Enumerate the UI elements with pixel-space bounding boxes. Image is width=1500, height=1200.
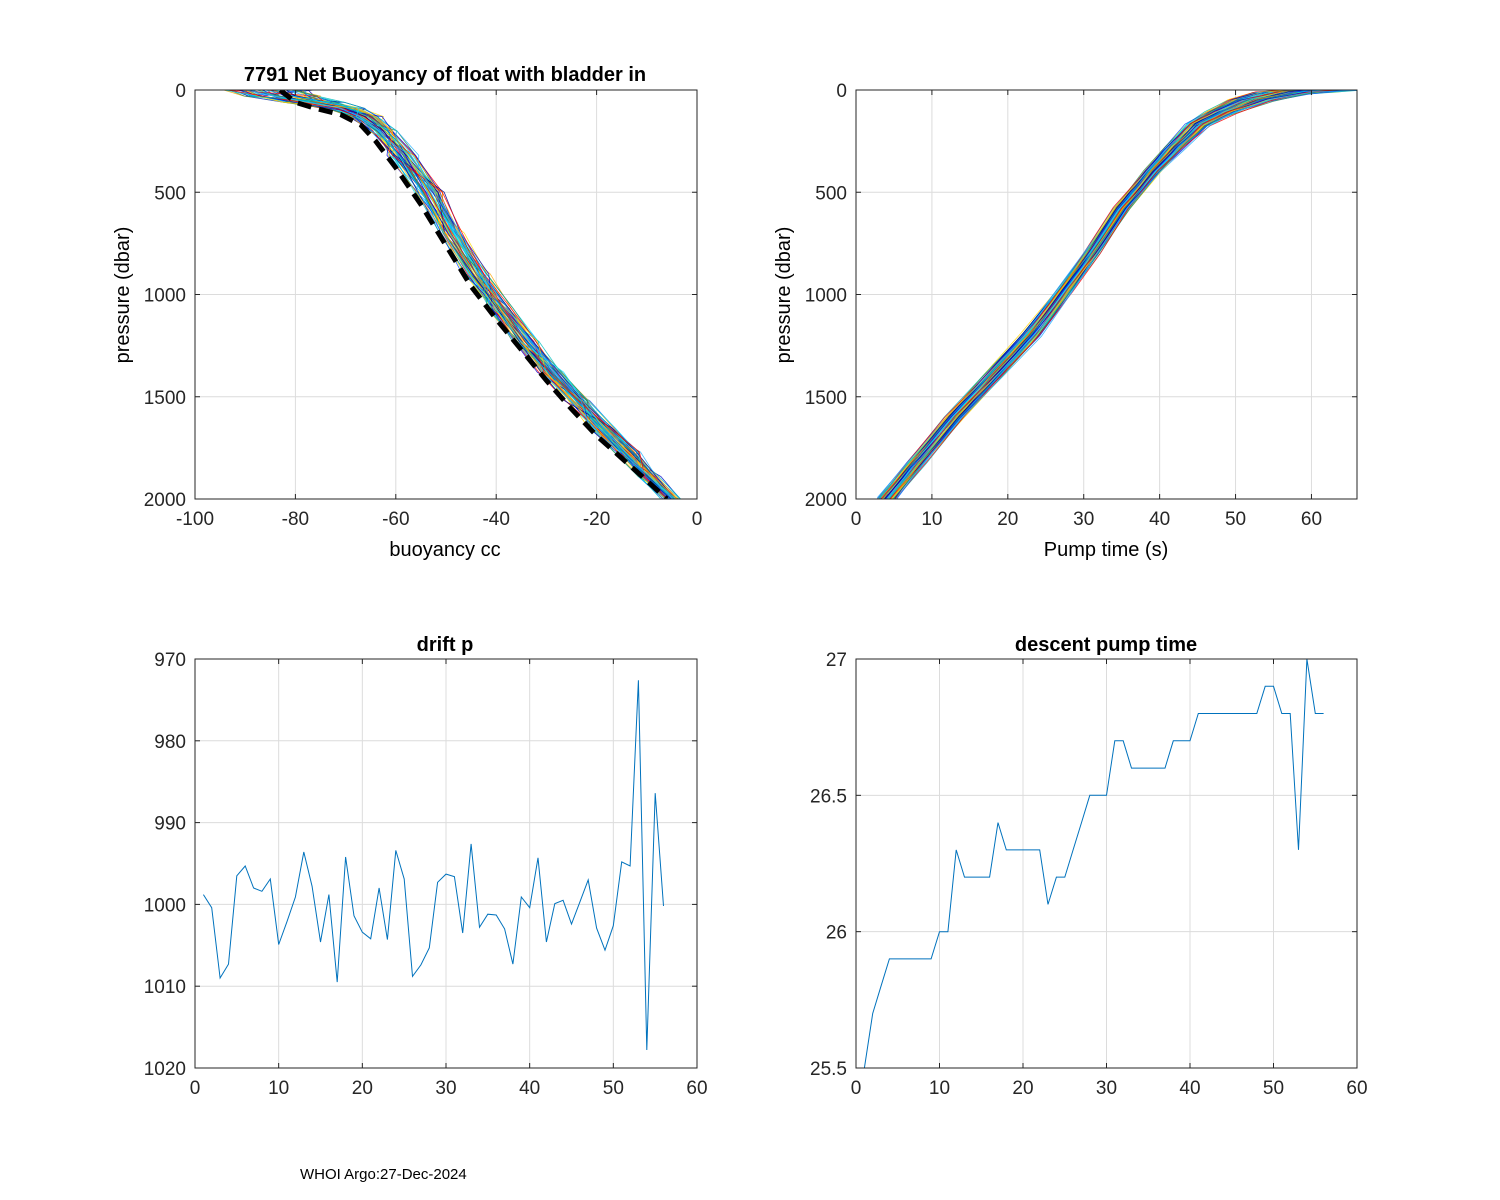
y-tick-label: 1000 <box>144 895 186 916</box>
series-line <box>202 680 664 1051</box>
y-tick-label: 980 <box>154 732 186 753</box>
mean-profile-line <box>278 90 669 499</box>
y-tick-label: 500 <box>154 183 186 204</box>
y-tick-label: 2000 <box>805 490 847 511</box>
y-tick-label: 500 <box>815 183 847 204</box>
x-tick-label: 0 <box>190 1078 201 1099</box>
x-tick-label: 10 <box>268 1078 289 1099</box>
y-tick-label: 0 <box>175 81 186 102</box>
plot-content <box>223 90 682 499</box>
footer-credit: WHOI Argo:27-Dec-2024 <box>300 1166 467 1183</box>
x-tick-label: 20 <box>1012 1078 1033 1099</box>
x-tick-label: 60 <box>1346 1078 1367 1099</box>
descent-pump-time-panel: descent pump time 0 10 20 30 40 50 60 25.5 26 26.… <box>810 634 1368 1099</box>
y-tick-label: 990 <box>154 814 186 835</box>
x-tick-label: 20 <box>997 509 1018 530</box>
y-tick-label: 2000 <box>144 490 186 511</box>
y-axis-label: pressure (dbar) <box>112 227 134 364</box>
x-tick-label: 0 <box>692 509 703 530</box>
plot-content <box>876 90 1357 499</box>
x-axis-label: buoyancy cc <box>389 539 500 561</box>
x-tick-label: 40 <box>1149 509 1170 530</box>
x-tick-label: 40 <box>519 1078 540 1099</box>
x-tick-label: 20 <box>352 1078 373 1099</box>
buoyancy-panel: 7791 Net Buoyancy of float with bladder … <box>112 64 702 561</box>
drift-pressure-panel: drift p 0 10 20 30 40 50 609709809901000101010… <box>144 634 708 1099</box>
x-tick-label: 50 <box>1225 509 1246 530</box>
x-tick-label: 30 <box>435 1078 456 1099</box>
x-tick-label: 60 <box>686 1078 707 1099</box>
y-tick-label: 1010 <box>144 977 186 998</box>
profile-line <box>227 90 668 499</box>
y-tick-label: 0 <box>836 81 847 102</box>
x-tick-label: 30 <box>1096 1078 1117 1099</box>
y-tick-label: 1000 <box>144 286 186 307</box>
x-tick-label: -60 <box>382 509 409 530</box>
y-axis-label: pressure (dbar) <box>773 227 795 364</box>
x-axis-label: Pump time (s) <box>1044 539 1168 561</box>
x-tick-label: -100 <box>176 509 214 530</box>
x-tick-label: 0 <box>851 509 862 530</box>
profile-line <box>879 90 1324 499</box>
x-tick-label: 10 <box>929 1078 950 1099</box>
chart-title: drift p <box>417 634 474 656</box>
plot-content <box>863 659 1324 1068</box>
x-tick-label: 50 <box>603 1078 624 1099</box>
chart-title: 7791 Net Buoyancy of float with bladder … <box>244 64 646 86</box>
x-tick-label: 60 <box>1301 509 1322 530</box>
y-tick-label: 1020 <box>144 1059 186 1080</box>
profile-line <box>896 90 1357 499</box>
y-tick-label: 970 <box>154 650 186 671</box>
y-tick-label: 1500 <box>144 388 186 409</box>
y-tick-label: 27 <box>826 650 847 671</box>
x-tick-label: -80 <box>282 509 309 530</box>
y-tick-label: 26.5 <box>810 786 847 807</box>
x-tick-label: 30 <box>1073 509 1094 530</box>
x-tick-label: 0 <box>851 1078 862 1099</box>
x-tick-label: -40 <box>482 509 509 530</box>
profile-line <box>285 90 676 499</box>
x-tick-label: 40 <box>1179 1078 1200 1099</box>
plot-content <box>202 680 664 1051</box>
pump-time-panel: 0 10 20 30 40 50 60 0 500 1000 1500 2000 Pump time … <box>773 81 1358 561</box>
y-tick-label: 26 <box>826 923 847 944</box>
y-tick-label: 25.5 <box>810 1059 847 1080</box>
x-tick-label: 50 <box>1263 1078 1284 1099</box>
series-line <box>863 659 1324 1068</box>
chart-title: descent pump time <box>1015 634 1197 656</box>
profile-line <box>275 90 676 499</box>
profile-line <box>284 90 675 499</box>
y-tick-label: 1500 <box>805 388 847 409</box>
y-tick-label: 1000 <box>805 286 847 307</box>
x-tick-label: -20 <box>583 509 610 530</box>
x-tick-label: 10 <box>921 509 942 530</box>
